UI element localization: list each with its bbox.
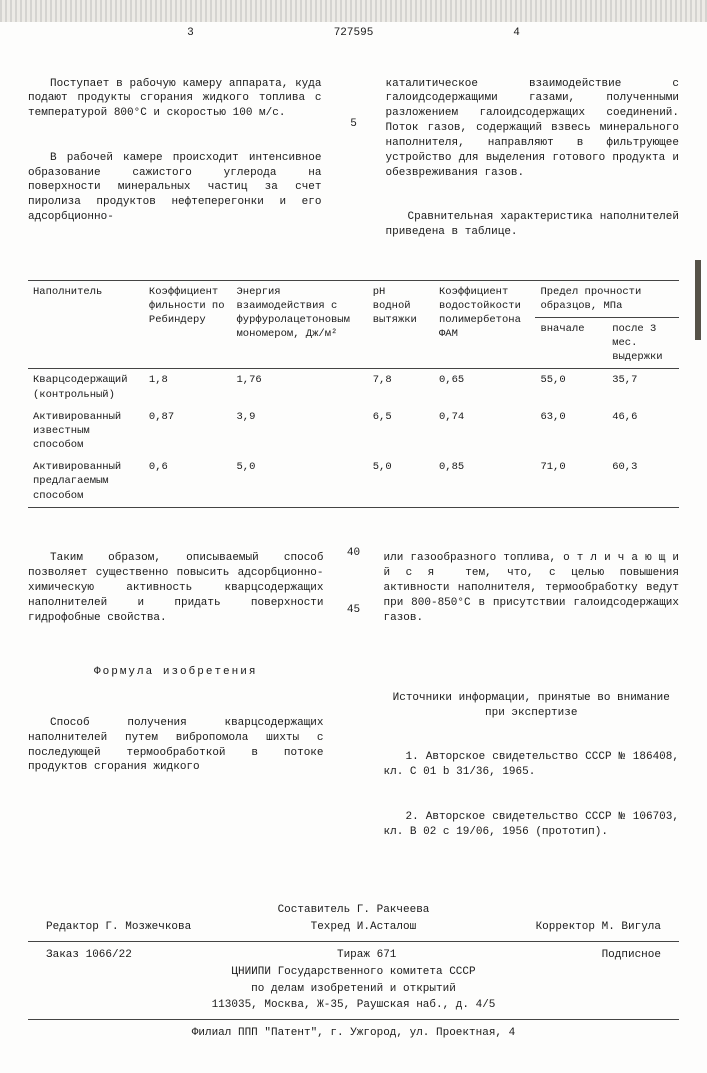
- col-header: после 3 мес. выдержки: [607, 317, 679, 369]
- sources-heading: Источники информации, принятые во вниман…: [384, 691, 680, 721]
- podpisnoe: Подписное: [602, 948, 661, 963]
- org-line: по делам изобретений и открытий: [28, 982, 679, 997]
- upper-right-col: каталитическое взаимодействие с галоидсо…: [386, 47, 680, 270]
- line-number: 45: [346, 603, 362, 618]
- patent-page: 3 727595 4 Поступает в рабочую камеру ап…: [0, 0, 707, 1073]
- cell: 63,0: [535, 406, 607, 457]
- upper-columns: Поступает в рабочую камеру аппарата, куд…: [28, 47, 679, 270]
- order-no: Заказ 1066/22: [46, 948, 132, 963]
- cell: 1,76: [231, 369, 367, 406]
- corrector: Корректор М. Вигула: [536, 920, 661, 935]
- address: 113035, Москва, Ж-35, Раушская наб., д. …: [28, 998, 679, 1013]
- para: Таким образом, описываемый способ позвол…: [28, 551, 324, 625]
- document-number: 727595: [334, 26, 374, 41]
- col-header: Коэффициент водостойкости полимербетона …: [434, 280, 535, 369]
- col-header: вначале: [535, 317, 607, 369]
- para: каталитическое взаимодействие с галоидсо…: [386, 77, 680, 181]
- col-header-group: Предел прочности образцов, МПа: [535, 280, 679, 317]
- cell: 7,8: [368, 369, 434, 406]
- page-num-left: 3: [187, 26, 194, 41]
- filial-line: Филиал ППП "Патент", г. Ужгород, ул. Про…: [28, 1026, 679, 1041]
- cell-name: Активированный предлагаемым способом: [28, 456, 144, 507]
- divider: [28, 1019, 679, 1020]
- col-header: pH водной вытяжки: [368, 280, 434, 369]
- cell: 60,3: [607, 456, 679, 507]
- lower-columns: Таким образом, описываемый способ позвол…: [28, 522, 679, 869]
- col-header: Энергия взаимодействия с фурфуролацетоно…: [231, 280, 367, 369]
- para: или газообразного топлива, о т л и ч а ю…: [384, 551, 680, 625]
- editor: Редактор Г. Мозжечкова: [46, 920, 191, 935]
- comparison-table: Наполнитель Коэффициент фильности по Реб…: [28, 280, 679, 508]
- para: Поступает в рабочую камеру аппарата, куд…: [28, 77, 322, 122]
- order-line: Заказ 1066/22 Тираж 671 Подписное: [28, 948, 679, 963]
- col-header: Коэффициент фильности по Ребиндеру: [144, 280, 232, 369]
- table-row: Активированный предлагаемым способом 0,6…: [28, 456, 679, 507]
- cell: 5,0: [231, 456, 367, 507]
- scan-noise: [0, 0, 707, 22]
- org-line: ЦНИИПИ Государственного комитета СССР: [28, 965, 679, 980]
- cell: 5,0: [368, 456, 434, 507]
- cell: 3,9: [231, 406, 367, 457]
- table-row: Кварцсодержащий (контрольный) 1,8 1,76 7…: [28, 369, 679, 406]
- lower-left-col: Таким образом, описываемый способ позвол…: [28, 522, 324, 869]
- cell: 0,87: [144, 406, 232, 457]
- composer-line: Составитель Г. Ракчеева: [28, 903, 679, 918]
- line-number: 5: [346, 47, 362, 270]
- para: Способ получения кварцсодержащих наполни…: [28, 716, 324, 775]
- cell: 0,74: [434, 406, 535, 457]
- table-body: Кварцсодержащий (контрольный) 1,8 1,76 7…: [28, 369, 679, 507]
- para: Сравнительная характеристика наполнителе…: [386, 210, 680, 240]
- page-num-right: 4: [513, 26, 520, 41]
- table-row: Активированный известным способом 0,87 3…: [28, 406, 679, 457]
- cell: 1,8: [144, 369, 232, 406]
- cell-name: Кварцсодержащий (контрольный): [28, 369, 144, 406]
- divider: [28, 941, 679, 942]
- cell: 0,85: [434, 456, 535, 507]
- page-header: 3 727595 4: [28, 26, 679, 41]
- imprint-footer: Составитель Г. Ракчеева Редактор Г. Мозж…: [28, 903, 679, 1041]
- lower-right-col: или газообразного топлива, о т л и ч а ю…: [384, 522, 680, 869]
- line-number: 40: [346, 546, 362, 561]
- techred: Техред И.Асталош: [311, 920, 417, 935]
- cell: 71,0: [535, 456, 607, 507]
- source-ref: 1. Авторское свидетельство СССР № 186408…: [384, 750, 680, 780]
- tirazh: Тираж 671: [337, 948, 396, 963]
- cell: 0,65: [434, 369, 535, 406]
- table-head: Наполнитель Коэффициент фильности по Реб…: [28, 280, 679, 369]
- cell: 6,5: [368, 406, 434, 457]
- col-header: Наполнитель: [28, 280, 144, 369]
- cell: 0,6: [144, 456, 232, 507]
- cell: 46,6: [607, 406, 679, 457]
- cell: 35,7: [607, 369, 679, 406]
- cell: 55,0: [535, 369, 607, 406]
- line-number-col: 40 45: [346, 522, 362, 869]
- credits-line: Редактор Г. Мозжечкова Техред И.Асталош …: [28, 920, 679, 935]
- upper-left-col: Поступает в рабочую камеру аппарата, куд…: [28, 47, 322, 270]
- source-ref: 2. Авторское свидетельство СССР № 106703…: [384, 810, 680, 840]
- para: В рабочей камере происходит интенсивное …: [28, 151, 322, 225]
- cell-name: Активированный известным способом: [28, 406, 144, 457]
- formula-heading: Формула изобретения: [28, 665, 324, 680]
- scan-mark: [695, 260, 701, 340]
